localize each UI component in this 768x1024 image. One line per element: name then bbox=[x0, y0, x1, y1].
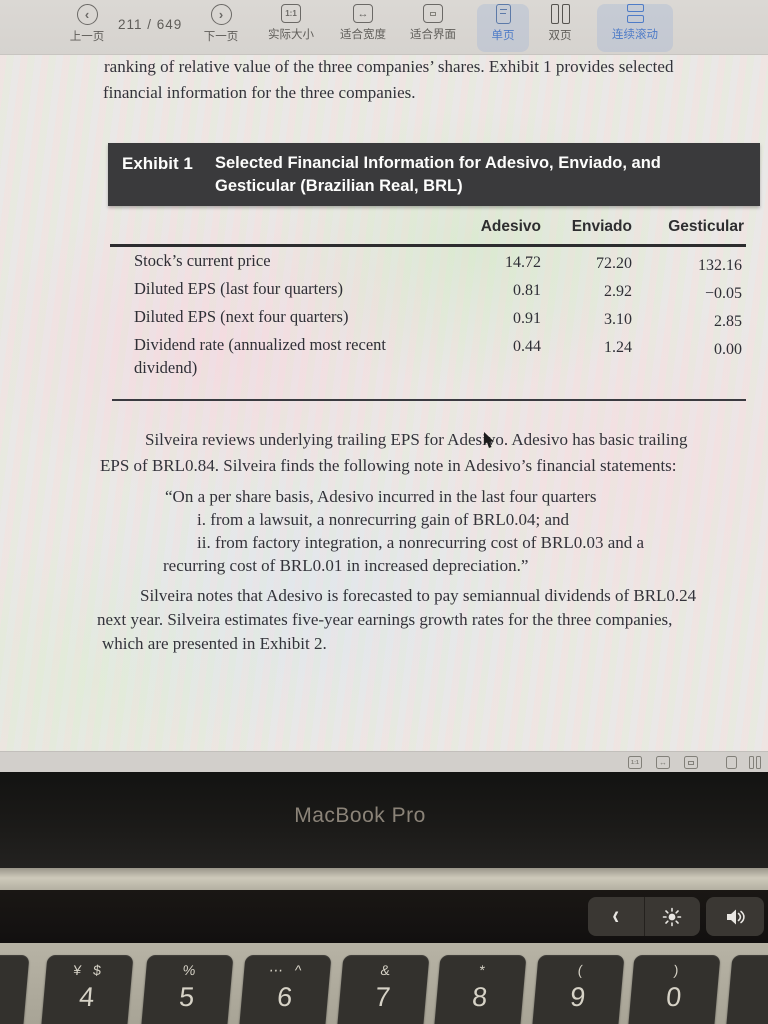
table-column-header: Enviado bbox=[571, 218, 632, 235]
table-row-label: Dividend rate (annualized most recent bbox=[134, 335, 386, 354]
table-cell: 3.10 bbox=[604, 311, 632, 328]
statusbar-fit-width-icon[interactable]: ↔ bbox=[656, 756, 670, 769]
key-5[interactable]: % 5 bbox=[140, 955, 234, 1024]
circle-chevron-left-icon: ‹ bbox=[76, 4, 98, 25]
quote-line: recurring cost of BRL0.01 in increased d… bbox=[163, 556, 529, 575]
table-column-header: Adesivo bbox=[480, 218, 541, 235]
pdf-statusbar: 1:1 ↔ bbox=[0, 751, 768, 772]
table-column-header: Gesticular bbox=[668, 218, 744, 235]
body-paragraph-line: next year. Silveira estimates five-year … bbox=[97, 610, 673, 629]
key-partial-right[interactable] bbox=[725, 955, 768, 1024]
fit-page-icon bbox=[423, 4, 443, 23]
fit-width-icon: ↔ bbox=[353, 4, 373, 23]
body-paragraph-line: which are presented in Exhibit 2. bbox=[102, 634, 327, 653]
table-cell: 2.85 bbox=[714, 313, 742, 330]
table-bottom-rule bbox=[112, 399, 746, 401]
key-9[interactable]: ( 9 bbox=[531, 955, 625, 1024]
statusbar-double-page-icon[interactable] bbox=[748, 756, 762, 769]
statusbar-single-page-icon[interactable] bbox=[726, 756, 737, 769]
statusbar-actual-size-icon[interactable]: 1:1 bbox=[628, 756, 642, 769]
laptop-screen: ‹ 上一页 211 / 649 › 下一页 1:1 实际大小 ↔ 适合宽度 适合… bbox=[0, 0, 768, 772]
actual-size-button[interactable]: 1:1 实际大小 bbox=[256, 4, 326, 52]
table-cell: −0.05 bbox=[704, 285, 742, 302]
table-cell: 0.81 bbox=[513, 282, 541, 299]
pdf-page-view[interactable]: ranking of relative value of the three c… bbox=[0, 55, 768, 751]
exhibit-label: Exhibit 1 bbox=[122, 154, 193, 173]
table-cell: 0.44 bbox=[513, 338, 541, 355]
quote-line: i. from a lawsuit, a nonrecurring gain o… bbox=[197, 510, 570, 529]
table-cell: 14.72 bbox=[505, 254, 541, 271]
table-cell: 72.20 bbox=[596, 255, 632, 272]
prev-page-button[interactable]: ‹ 上一页 bbox=[55, 4, 119, 52]
laptop-hinge bbox=[0, 868, 768, 890]
quote-line: ii. from factory integration, a nonrecur… bbox=[197, 533, 645, 552]
pdf-toolbar: ‹ 上一页 211 / 649 › 下一页 1:1 实际大小 ↔ 适合宽度 适合… bbox=[0, 0, 768, 55]
single-page-icon bbox=[495, 4, 511, 24]
table-cell: 0.00 bbox=[714, 341, 742, 358]
touchbar-volume-button[interactable] bbox=[706, 897, 764, 936]
double-page-button[interactable]: 双页 bbox=[535, 4, 585, 52]
table-cell: 1.24 bbox=[604, 339, 632, 356]
keyboard: ¥ $ 4 % 5 ⋯ ^ 6 & 7 * 8 ( 9 ) 0 bbox=[0, 943, 768, 1024]
table-cell: 132.16 bbox=[698, 257, 742, 274]
exhibit-title: Selected Financial Information for Adesi… bbox=[215, 154, 661, 172]
key-8[interactable]: * 8 bbox=[433, 955, 527, 1024]
table-row-label: Diluted EPS (next four quarters) bbox=[134, 307, 349, 326]
speaker-icon bbox=[727, 909, 745, 924]
exhibit-1-header: Exhibit 1 Selected Financial Information… bbox=[108, 143, 760, 206]
intro-paragraph-line: ranking of relative value of the three c… bbox=[104, 57, 674, 76]
laptop-bezel: MacBook Pro bbox=[0, 772, 768, 868]
brightness-sun-icon bbox=[662, 907, 682, 926]
body-paragraph-line: Silveira notes that Adesivo is forecaste… bbox=[140, 586, 697, 605]
intro-paragraph-line: financial information for the three comp… bbox=[103, 83, 416, 102]
table-row-label: Diluted EPS (last four quarters) bbox=[134, 279, 343, 298]
table-cell: 0.91 bbox=[513, 310, 541, 327]
key-4[interactable]: ¥ $ 4 bbox=[40, 955, 134, 1024]
key-partial-left[interactable] bbox=[0, 955, 30, 1024]
single-page-button[interactable]: 单页 bbox=[477, 4, 529, 52]
table-cell: 2.92 bbox=[604, 283, 632, 300]
circle-chevron-right-icon: › bbox=[210, 4, 232, 25]
touchbar-expand-button[interactable]: ‹ bbox=[588, 897, 644, 936]
key-0[interactable]: ) 0 bbox=[627, 955, 721, 1024]
continuous-scroll-icon bbox=[626, 4, 644, 23]
mouse-cursor-icon bbox=[484, 432, 494, 448]
quote-line: “On a per share basis, Adesivo incurred … bbox=[165, 487, 597, 506]
table-row-label: dividend) bbox=[134, 358, 198, 377]
continuous-scroll-button[interactable]: 连续滚动 bbox=[597, 4, 673, 52]
brand-label: MacBook Pro bbox=[294, 804, 426, 827]
table-top-rule bbox=[110, 244, 746, 247]
next-page-button[interactable]: › 下一页 bbox=[190, 4, 252, 52]
touchbar-control-strip: ‹ bbox=[588, 897, 700, 936]
key-6[interactable]: ⋯ ^ 6 bbox=[238, 955, 332, 1024]
table-row-label: Stock’s current price bbox=[134, 251, 271, 270]
touch-bar: ‹ bbox=[0, 890, 768, 943]
key-7[interactable]: & 7 bbox=[336, 955, 430, 1024]
touchbar-brightness-button[interactable] bbox=[643, 897, 701, 936]
chevron-left-icon: ‹ bbox=[612, 900, 620, 931]
double-page-icon bbox=[550, 4, 570, 24]
actual-size-icon: 1:1 bbox=[281, 4, 301, 23]
fit-page-button[interactable]: 适合界面 bbox=[398, 4, 468, 52]
body-paragraph-line: EPS of BRL0.84. Silveira finds the follo… bbox=[100, 456, 677, 475]
page-indicator[interactable]: 211 / 649 bbox=[118, 17, 183, 32]
exhibit-title: Gesticular (Brazilian Real, BRL) bbox=[215, 177, 463, 195]
body-paragraph-line: Silveira reviews underlying trailing EPS… bbox=[145, 430, 688, 449]
fit-width-button[interactable]: ↔ 适合宽度 bbox=[328, 4, 398, 52]
statusbar-fit-page-icon[interactable] bbox=[684, 756, 698, 769]
